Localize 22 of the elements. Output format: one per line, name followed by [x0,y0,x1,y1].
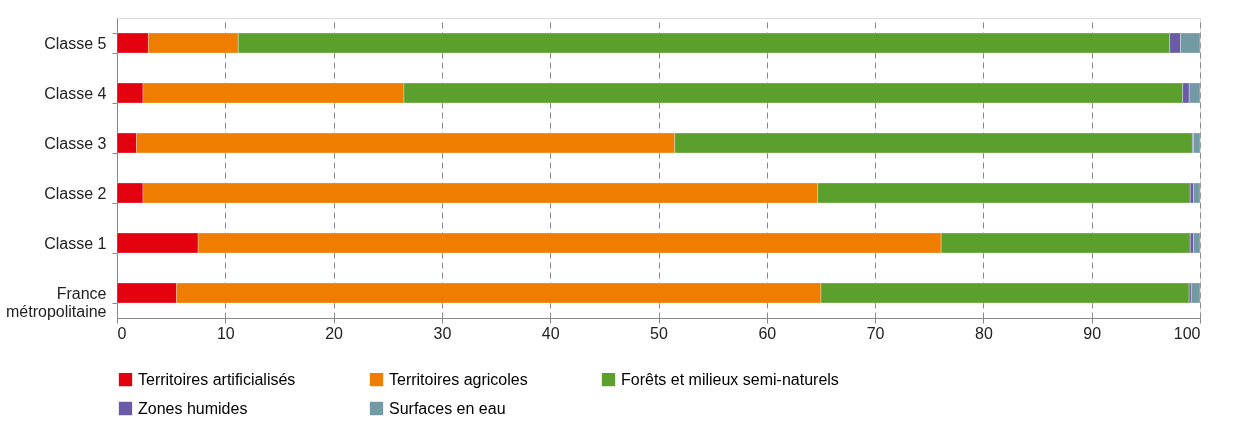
legend-label: Territoires artificialisés [138,370,296,388]
legend-label: Zones humides [138,399,248,417]
x-tick-label: 50 [650,324,668,342]
legend-label: Surfaces en eau [389,399,506,417]
x-tick-label: 80 [975,324,993,342]
x-tick-label: 100 [1173,324,1201,342]
y-tick-label: Classe 3 [44,134,107,152]
x-tick-label: 90 [1083,324,1102,342]
y-tick-label: Classe 2 [44,184,107,202]
y-tick-label: Classe 4 [44,84,107,102]
x-tick-label: 10 [216,324,235,342]
y-tick-label: Classe 5 [44,34,107,52]
x-tick-label: 0 [117,324,127,342]
y-tick-label: France métropolitaine [6,284,107,320]
x-tick-label: 60 [758,324,777,342]
x-tick-label: 70 [866,324,885,342]
x-tick-label: 20 [325,324,344,342]
legend-label: Territoires agricoles [389,370,528,388]
x-tick-label: 30 [433,324,452,342]
legend-label: Forêts et milieux semi-naturels [621,370,839,388]
x-tick-label: 40 [541,324,560,342]
y-tick-label: Classe 1 [44,234,107,252]
